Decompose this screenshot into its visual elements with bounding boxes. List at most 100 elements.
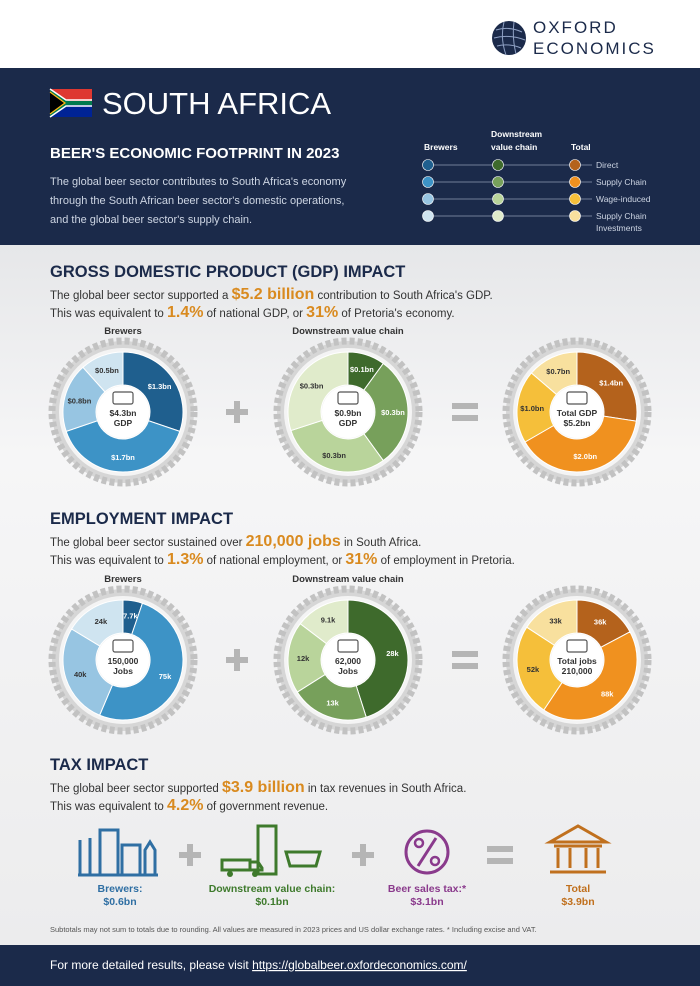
chart-title: Downstream value chain [292,574,404,585]
icon-tax [429,855,441,867]
donut-segment [524,415,637,473]
donut-center [322,634,374,686]
tax-label: $0.6bn [103,896,136,908]
donut-segment [526,599,578,646]
highlight: 1.3% [167,551,203,568]
center-label: 210,000 [562,666,593,676]
donut-segment [290,419,384,473]
segment-label: 13k [326,698,339,707]
donut-segment [363,362,409,462]
equals [487,846,513,852]
icon-brewers [78,828,158,877]
legend: Brewers Downstream value chain Total Direct S… [422,129,651,233]
donut-segment [122,351,184,433]
donut-segment [347,599,409,718]
text-part: This was equivalent to [50,308,167,320]
chart-title: Downstream value chain [292,326,404,337]
donut-segment [299,599,349,645]
donut-segment [62,628,114,716]
legend-column: Total [571,142,591,152]
footer-text: For more detailed results, please visit … [50,958,468,972]
center-label: Jobs [113,666,133,676]
donut-center [322,386,374,438]
equals [452,415,478,421]
segment-label: 24k [95,617,108,626]
plus [234,401,240,423]
section-text: This was equivalent to 4.2% of governmen… [50,797,328,814]
text-part: contribution to South Africa's GDP. [314,290,492,302]
text-part: The global beer sector supported [50,783,222,795]
content: GROSS DOMESTIC PRODUCT (GDP) IMPACT The g… [48,263,652,934]
equals [452,663,478,669]
segment-label: $0.5bn [95,366,119,375]
center-label: $4.3bn [110,408,137,418]
legend-swatch [492,193,504,205]
donut-segment [65,420,181,473]
highlight: 1.4% [167,304,203,321]
donut-segment [98,602,184,721]
section-text: This was equivalent to 1.3% of national … [50,551,515,568]
segment-label: $1.0bn [520,404,544,413]
segment-label: $1.4bn [599,379,623,388]
highlight: $5.2 billion [232,286,315,303]
text-part: of employment in Pretoria. [377,555,514,567]
section-title: GROSS DOMESTIC PRODUCT (GDP) IMPACT [50,263,405,281]
legend-row: Supply Chain [596,177,647,187]
section-text: The global beer sector supported a $5.2 … [50,286,493,303]
icon-tax [404,829,450,875]
center-label: GDP [339,418,358,428]
footnote: Subtotals may not sum to totals due to r… [50,925,537,934]
country: SOUTH AFRICA [102,86,331,121]
tax-label: $0.1bn [255,896,288,908]
chart-title: Brewers [104,574,142,585]
icon-downstream [220,824,322,876]
legend-row: Direct [596,160,619,170]
icon-tax [413,837,425,849]
segment-label: $0.3bn [322,451,346,460]
legend-swatch [569,193,581,205]
icon-wheel [227,871,233,877]
center-icon [566,391,588,405]
center-label: 150,000 [108,656,139,666]
icon-wheel [252,871,258,877]
segment-label: $0.8bn [68,397,92,406]
segment-label: 88k [601,689,614,698]
donut-segment [576,351,638,422]
donut-center [97,386,149,438]
segment-label: $1.7bn [111,453,135,462]
donut-center [97,634,149,686]
legend-swatch [422,176,434,188]
plus [360,844,366,866]
segment-label: 12k [297,654,310,663]
text-part: This was equivalent to [50,801,167,813]
segment-label: $0.3bn [300,382,324,391]
legend-row: Investments [596,223,642,233]
donut-center [551,386,603,438]
donut-segment [70,599,124,647]
banner [0,68,700,245]
legend-row: Supply Chain [596,211,647,221]
segment-label: $1.3bn [148,382,172,391]
center-icon [337,639,359,653]
center-icon [566,639,588,653]
tax-label: Brewers: [98,883,143,895]
text-part: The global beer sector sustained over [50,537,246,549]
text-part: of government revenue. [203,801,328,813]
legend-row: Wage-induced [596,194,651,204]
equals [487,858,513,864]
segment-label: $0.3bn [381,408,405,417]
segment-label: 9.1k [321,616,336,625]
center-label: $0.9bn [335,408,362,418]
section-text: The global beer sector supported $3.9 bi… [50,779,466,796]
segment-label: 28k [386,649,399,658]
banner-text: The global beer sector contributes to So… [50,176,347,226]
section-title: TAX IMPACT [50,756,148,774]
legend-column: value chain [491,142,537,152]
legend-swatch [569,176,581,188]
icon-bank [544,824,612,874]
center-label: GDP [114,418,133,428]
footer-link[interactable]: https://globalbeer.oxfordeconomics.com/ [252,958,467,972]
highlight: 4.2% [167,797,203,814]
